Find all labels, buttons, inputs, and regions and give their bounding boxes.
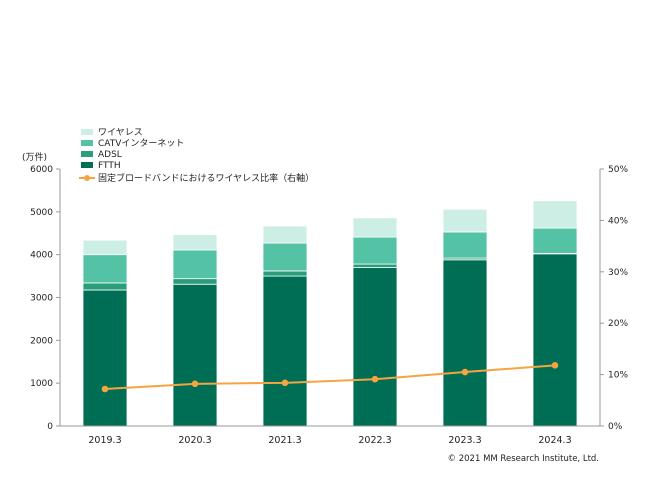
y-tick-label: 4000	[30, 251, 53, 261]
y-axis-label: (万件)	[22, 151, 47, 163]
y2-tick-label: 40%	[608, 216, 628, 226]
y2-tick-label: 10%	[608, 371, 628, 381]
legend-swatch-FTTH	[81, 162, 93, 168]
y2-tick-label: 0%	[608, 422, 623, 432]
y-tick-label: 1000	[30, 379, 53, 389]
bar-segment-ADSL	[82, 282, 128, 291]
copyright-text: © 2021 MM Research Institute, Ltd.	[447, 454, 599, 464]
y-tick-label: 5000	[30, 208, 53, 218]
bar-segment-ワイヤレス	[262, 225, 308, 244]
y-tick-label: 3000	[30, 294, 53, 304]
bar-segment-FTTH	[352, 267, 398, 427]
y2-tick-label: 30%	[608, 268, 628, 278]
bar-segment-ワイヤレス	[82, 239, 128, 256]
legend-swatch-ratio-point	[84, 175, 90, 181]
x-tick-label: 2022.3	[358, 435, 391, 446]
y2-tick-label: 50%	[608, 165, 628, 175]
x-tick-label: 2021.3	[268, 435, 301, 446]
ratio-line-point	[461, 368, 469, 376]
x-tick-label: 2019.3	[88, 435, 121, 446]
bar-segment-ワイヤレス	[352, 217, 398, 238]
legend-swatch-ワイヤレス	[81, 129, 93, 135]
legend-label: FTTH	[98, 161, 121, 171]
bar-segment-ワイヤレス	[442, 208, 488, 233]
bar-segment-CATVインターネット	[82, 254, 128, 284]
legend-label: CATVインターネット	[98, 138, 184, 149]
legend-swatch-ADSL	[81, 151, 93, 157]
bar-segment-CATVインターネット	[172, 249, 218, 280]
legend-swatch-CATVインターネット	[81, 140, 93, 146]
bar-segment-FTTH	[172, 283, 218, 427]
legend-label: ADSL	[98, 150, 122, 160]
ratio-line-point	[191, 380, 199, 388]
bar-segment-ワイヤレス	[172, 234, 218, 251]
y2-tick-label: 20%	[608, 319, 628, 329]
ratio-line-point	[551, 362, 559, 369]
x-tick-label: 2020.3	[178, 435, 211, 446]
legend-label: 固定ブロードバンドにおけるワイヤレス比率（右軸）	[98, 172, 314, 184]
bar-segment-ADSL	[352, 263, 398, 268]
x-tick-label: 2024.3	[538, 435, 571, 446]
ratio-line	[104, 364, 556, 390]
y-tick-label: 2000	[30, 336, 53, 346]
bar-segment-ワイヤレス	[532, 200, 578, 229]
bar-segment-CATVインターネット	[352, 236, 398, 265]
bar-segment-FTTH	[262, 275, 308, 427]
y-tick-label: 0	[47, 422, 53, 432]
bar-segment-CATVインターネット	[442, 231, 488, 259]
legend-label: ワイヤレス	[98, 128, 143, 138]
y-tick-label: 6000	[30, 165, 53, 175]
x-tick-label: 2023.3	[448, 435, 481, 446]
ratio-line-point	[371, 375, 379, 383]
bar-segment-FTTH	[442, 259, 488, 427]
bar-segment-FTTH	[82, 289, 128, 427]
bar-segment-CATVインターネット	[532, 227, 578, 254]
bar-segment-ADSL	[172, 278, 218, 285]
ratio-line-point	[101, 385, 109, 393]
bar-segment-CATVインターネット	[262, 242, 308, 272]
bar-segment-FTTH	[532, 253, 578, 427]
bar-segment-ADSL	[262, 270, 308, 277]
ratio-line-point	[281, 379, 289, 387]
